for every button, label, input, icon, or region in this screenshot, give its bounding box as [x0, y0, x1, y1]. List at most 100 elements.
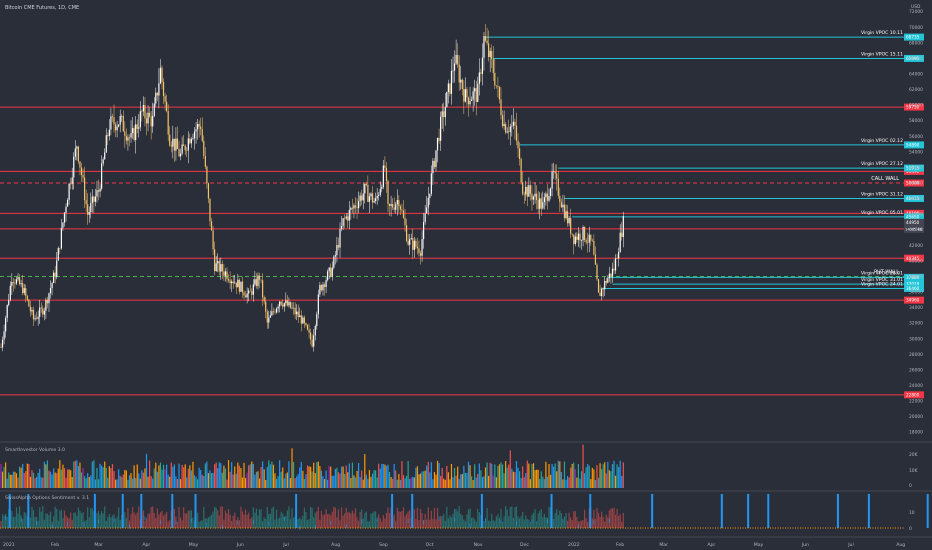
volume-bar — [492, 475, 494, 488]
x-tick-label: May — [754, 542, 764, 548]
candle-body — [491, 50, 493, 60]
volume-bar — [169, 476, 171, 488]
sentiment-bar — [303, 507, 306, 528]
x-tick-label: Jun — [801, 542, 809, 548]
sentiment-bar — [359, 511, 361, 528]
candle-body — [167, 111, 169, 135]
candle-body — [279, 301, 281, 307]
candle-body — [415, 240, 417, 247]
volume-bar — [553, 466, 555, 488]
y-tick-label: 30000 — [909, 336, 923, 342]
volume-bar — [139, 478, 141, 488]
volume-bar — [240, 468, 242, 488]
candle-body — [183, 144, 185, 146]
vpoc-price-tag-text: 36460 — [906, 286, 920, 291]
sentiment-signal — [531, 519, 533, 524]
sentiment-signal — [577, 524, 579, 529]
candle-body — [582, 226, 584, 241]
volume-axis-label: 10K — [909, 468, 918, 474]
volume-bar — [73, 461, 75, 488]
candle-body — [99, 188, 101, 192]
volume-bar — [608, 470, 610, 488]
volume-bar — [429, 472, 431, 488]
candle-body — [25, 288, 27, 296]
sentiment-bar — [418, 520, 420, 528]
volume-bar — [156, 471, 158, 488]
candle-body — [218, 261, 220, 272]
candle-body — [554, 171, 556, 174]
volume-bar — [87, 473, 89, 488]
sentiment-signal — [407, 518, 409, 523]
sentiment-bar — [57, 520, 59, 528]
candle-body — [509, 126, 511, 133]
candle-body — [430, 173, 432, 194]
volume-bar — [344, 473, 346, 488]
candle-body — [405, 225, 408, 241]
sentiment-bar — [297, 518, 299, 528]
sentiment-bar — [53, 516, 55, 528]
candle-body — [568, 218, 570, 224]
candle-body — [404, 217, 406, 226]
volume-bar — [142, 472, 145, 488]
sentiment-bar — [274, 519, 276, 528]
sentiment-bar — [384, 518, 386, 528]
volume-bar — [85, 478, 87, 488]
volume-bar — [297, 474, 299, 488]
candle-body — [559, 195, 561, 203]
sentiment-bar — [467, 509, 470, 528]
sentiment-bar — [215, 507, 217, 528]
volume-bar — [440, 475, 442, 488]
volume-bar — [99, 463, 101, 488]
volume-bar — [495, 477, 497, 488]
x-tick-label: Nov — [474, 542, 483, 548]
candle-body — [402, 210, 405, 218]
candle-body — [469, 101, 471, 105]
volume-bar — [435, 474, 437, 488]
sentiment-bar — [224, 510, 227, 528]
candle-body — [23, 288, 25, 294]
volume-bar — [457, 466, 459, 488]
sentiment-bar — [12, 516, 14, 528]
sentiment-bar — [427, 507, 429, 528]
volume-bar — [28, 463, 30, 488]
candle-body — [8, 299, 10, 306]
sentiment-bar — [580, 520, 583, 528]
sentiment-bar — [292, 517, 295, 528]
volume-bar — [455, 475, 457, 488]
volume-bar — [152, 478, 154, 488]
volume-bar — [604, 462, 606, 488]
volume-bar — [593, 469, 595, 488]
sentiment-bar — [611, 508, 614, 528]
volume-bar — [209, 470, 211, 488]
volume-bar — [23, 472, 25, 488]
candle-body — [271, 311, 273, 316]
candle-body — [325, 280, 327, 287]
sentiment-bar — [379, 518, 381, 528]
sentiment-bar — [449, 515, 451, 528]
sentiment-bar — [512, 518, 514, 528]
candle-body — [26, 295, 28, 300]
candle-body — [427, 197, 429, 208]
candle-body — [344, 218, 346, 219]
sentiment-bar — [501, 521, 504, 528]
chart-title: Bitcoin CME Futures, 1D, CME — [5, 5, 79, 11]
volume-bar — [387, 464, 389, 488]
volume-bar — [407, 461, 409, 488]
volume-bar — [371, 473, 374, 488]
candle-body — [345, 216, 347, 219]
volume-bar — [557, 460, 559, 488]
candle-body — [526, 186, 528, 197]
volume-bar — [118, 469, 120, 488]
volume-bar — [382, 464, 384, 488]
volume-bar — [285, 473, 287, 488]
volume-bar — [419, 473, 422, 488]
sentiment-bar — [441, 515, 443, 528]
candle-body — [580, 240, 583, 241]
sentiment-bar — [97, 511, 100, 528]
volume-bar — [201, 474, 203, 488]
volume-panel — [0, 444, 624, 488]
x-tick-label: Apr — [707, 542, 715, 548]
candle-body — [209, 198, 211, 222]
volume-bar — [22, 463, 24, 488]
